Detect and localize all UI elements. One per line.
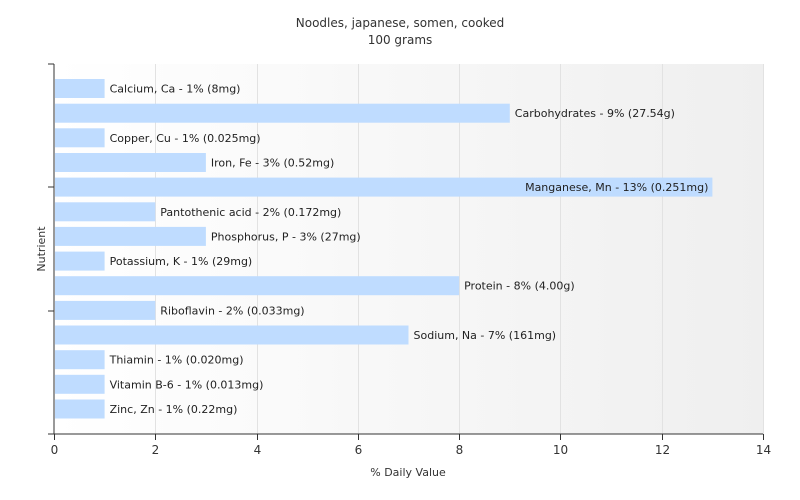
bar-label: Potassium, K - 1% (29mg) (110, 255, 253, 268)
y-axis-title: Nutrient (35, 226, 48, 272)
bar (55, 276, 460, 296)
x-tick-label: 14 (756, 443, 771, 457)
bar-label: Phosphorus, P - 3% (27mg) (211, 230, 361, 243)
bar (55, 202, 156, 222)
bar (55, 350, 105, 370)
bar-label: Sodium, Na - 7% (161mg) (414, 329, 557, 342)
bar-label: Manganese, Mn - 13% (0.251mg) (525, 181, 708, 194)
bar (55, 153, 206, 172)
x-axis-title: % Daily Value (370, 466, 446, 479)
bar (55, 177, 713, 197)
bar (55, 399, 105, 419)
bar (55, 128, 105, 148)
chart-title: Noodles, japanese, somen, cooked (296, 16, 505, 30)
bar-label: Thiamin - 1% (0.020mg) (109, 354, 244, 367)
bar (55, 103, 510, 123)
bar-label: Protein - 8% (4.00g) (464, 280, 575, 293)
bar-label: Calcium, Ca - 1% (8mg) (110, 83, 241, 96)
x-tick-label: 8 (456, 443, 464, 457)
grid-lines (155, 64, 764, 434)
x-tick-label: 12 (655, 443, 670, 457)
bar (55, 226, 206, 246)
x-tick-label: 4 (254, 443, 262, 457)
bar-label: Pantothenic acid - 2% (0.172mg) (160, 206, 341, 219)
bar-label: Iron, Fe - 3% (0.52mg) (211, 157, 334, 170)
bar (55, 79, 105, 98)
x-tick-label: 10 (553, 443, 568, 457)
x-tick-label: 0 (51, 443, 59, 457)
bar (55, 251, 105, 271)
bars-group: Calcium, Ca - 1% (8mg) Carbohydrates - 9%… (55, 79, 713, 419)
bar (55, 325, 409, 345)
bar-label: Zinc, Zn - 1% (0.22mg) (110, 403, 238, 416)
chart-subtitle: 100 grams (368, 33, 433, 47)
axes-group (48, 63, 763, 435)
bar-label: Carbohydrates - 9% (27.54g) (515, 107, 675, 120)
bar (55, 374, 105, 394)
x-ticks-group: 0 2 4 6 8 10 12 14 (51, 434, 771, 457)
x-tick-label: 6 (355, 443, 363, 457)
bar-label: Copper, Cu - 1% (0.025mg) (110, 132, 261, 145)
bar-label: Vitamin B-6 - 1% (0.013mg) (110, 378, 264, 391)
x-tick-label: 2 (152, 443, 160, 457)
bar (55, 300, 156, 320)
bar-label: Riboflavin - 2% (0.033mg) (160, 304, 304, 317)
plot-background (54, 64, 763, 434)
